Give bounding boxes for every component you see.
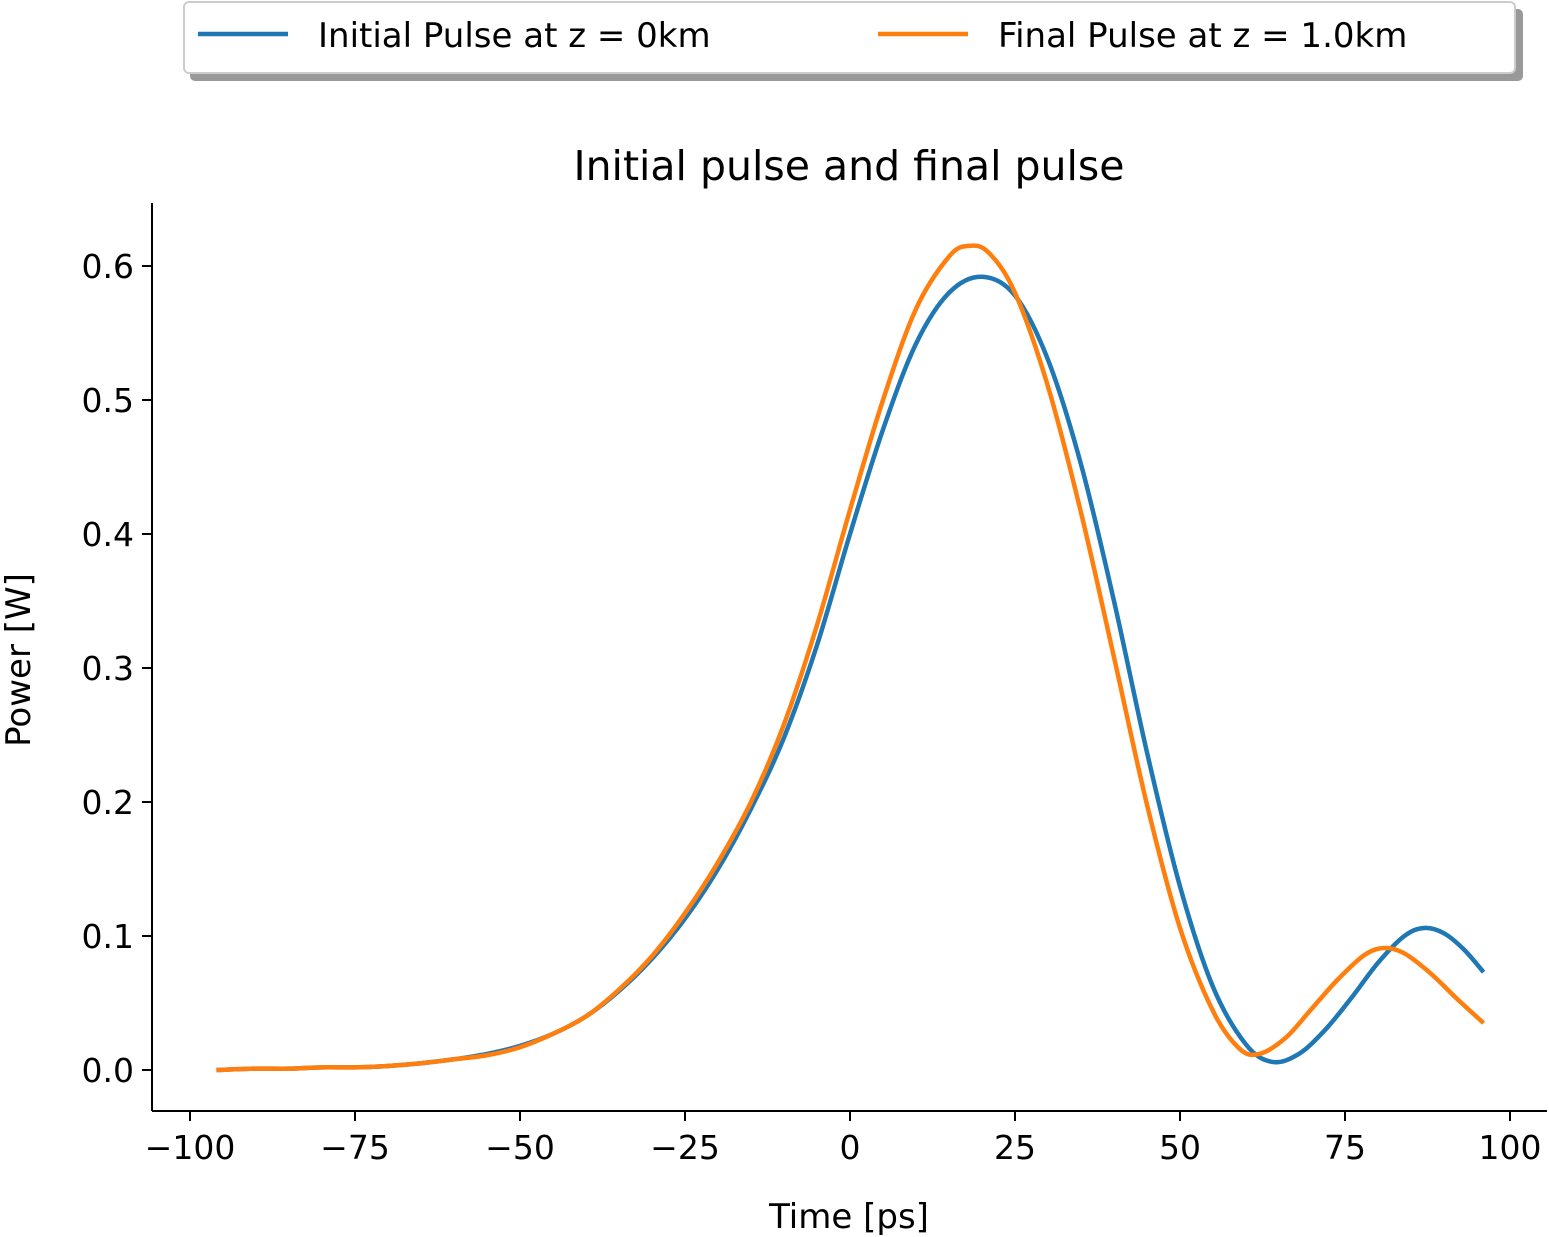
series-line-final-pulse [216, 243, 1486, 1073]
y-tick-label: 0.3 [82, 649, 134, 688]
y-tick-label: 0.4 [82, 515, 134, 554]
y-tick-label: 0.0 [82, 1051, 134, 1090]
x-ticks: −100 −75 −50 −25 0 25 50 75 100 [145, 1111, 1542, 1167]
x-tick-label: −75 [320, 1128, 390, 1167]
x-axis-label: Time [ps] [768, 1197, 929, 1237]
series-line-initial-pulse [216, 274, 1486, 1073]
y-axis-label: Power [W] [0, 573, 39, 747]
legend: Initial Pulse at z = 0km Final Pulse at … [183, 1, 1523, 81]
x-tick-label: 0 [840, 1128, 861, 1167]
x-tick-label: 50 [1159, 1128, 1201, 1167]
y-tick-label: 0.1 [82, 917, 134, 956]
x-tick-label: −50 [485, 1128, 555, 1167]
x-tick-label: 75 [1324, 1128, 1366, 1167]
plot-lines [216, 243, 1486, 1073]
y-ticks: 0.0 0.1 0.2 0.3 0.4 0.5 0.6 [82, 247, 152, 1090]
legend-label-initial: Initial Pulse at z = 0km [318, 16, 711, 56]
legend-box [183, 1, 1516, 74]
x-tick-label: 25 [994, 1128, 1036, 1167]
y-tick-label: 0.5 [82, 381, 134, 420]
legend-label-final: Final Pulse at z = 1.0km [998, 16, 1407, 56]
y-tick-label: 0.6 [82, 247, 134, 286]
x-tick-label: −100 [145, 1128, 236, 1167]
x-tick-label: −25 [650, 1128, 720, 1167]
y-tick-label: 0.2 [82, 783, 134, 822]
chart-title: Initial pulse and final pulse [573, 142, 1124, 190]
x-tick-label: 100 [1479, 1128, 1542, 1167]
